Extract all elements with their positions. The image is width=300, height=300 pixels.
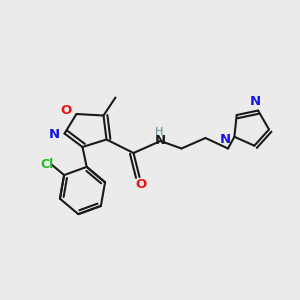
Text: N: N bbox=[155, 134, 166, 148]
Text: N: N bbox=[220, 133, 231, 146]
Text: Cl: Cl bbox=[40, 158, 54, 171]
Text: H: H bbox=[155, 127, 163, 137]
Text: O: O bbox=[135, 178, 147, 191]
Text: N: N bbox=[48, 128, 60, 142]
Text: N: N bbox=[250, 95, 261, 108]
Text: O: O bbox=[60, 104, 72, 118]
